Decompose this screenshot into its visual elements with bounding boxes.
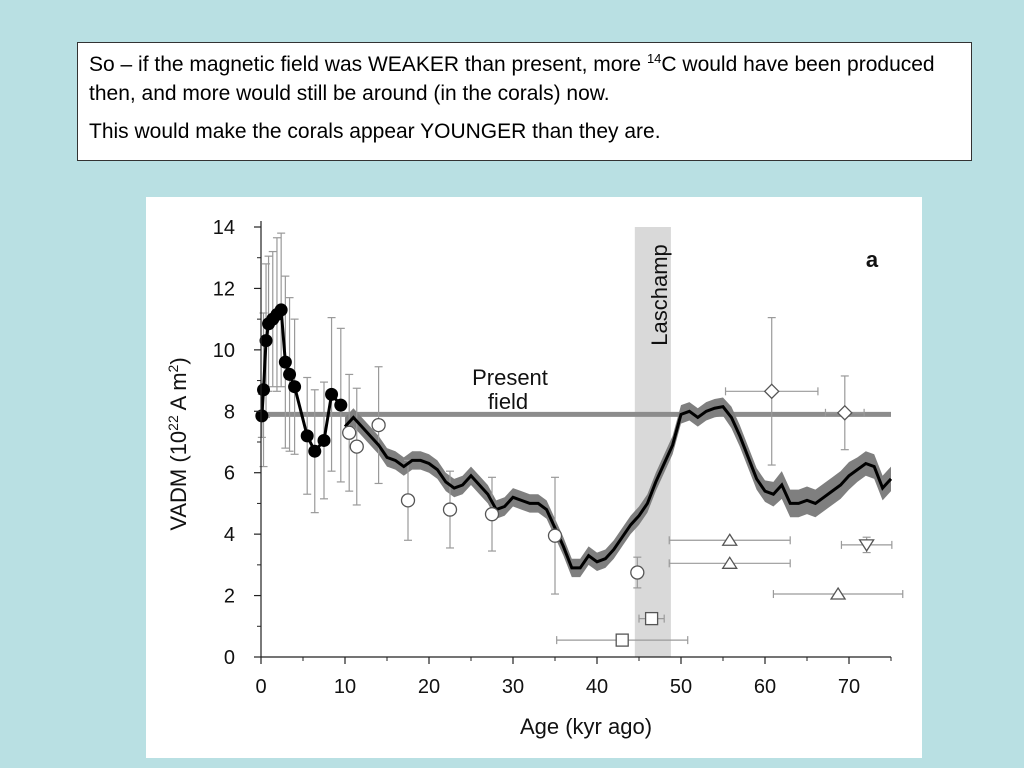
x-tick-label: 50 xyxy=(670,676,692,698)
caption-line-2: This would make the corals appear YOUNGE… xyxy=(89,120,661,143)
y-tick-label: 12 xyxy=(213,278,235,300)
x-tick-label: 20 xyxy=(418,676,440,698)
x-tick-label: 10 xyxy=(334,676,356,698)
y-tick-label: 6 xyxy=(224,463,235,485)
triangle-up-point xyxy=(721,556,738,569)
holocene-point xyxy=(278,355,292,369)
open-diamond-point xyxy=(763,383,780,400)
open-diamond-point xyxy=(836,404,853,421)
open-square-point xyxy=(644,611,659,626)
triangle-up-point xyxy=(721,533,738,546)
y-tick-label: 10 xyxy=(213,340,235,362)
data-points-layer xyxy=(255,303,875,647)
x-axis-title: Age (kyr ago) xyxy=(520,714,652,739)
y-tick-label: 0 xyxy=(224,647,235,669)
y-tick-label: 2 xyxy=(224,586,235,608)
holocene-point xyxy=(325,387,339,401)
present-field-label-line-1: Present xyxy=(472,365,548,390)
vadm-chart-figure: 0 2 4 6 8 10 12 14 0 10 20 30 40 50 60 70 Age (kyr ago)… xyxy=(146,197,922,758)
panel-label: a xyxy=(866,247,879,272)
holocene-point xyxy=(257,383,271,397)
open-circle-point xyxy=(484,507,500,522)
triangle-down-point xyxy=(858,539,875,553)
confidence-band-layer xyxy=(345,397,891,578)
holocene-point xyxy=(259,334,273,348)
holocene-point xyxy=(334,398,348,412)
open-circle-point xyxy=(349,439,364,454)
open-circle-point xyxy=(342,425,357,440)
open-circle-point xyxy=(630,565,645,580)
error-bars-layer xyxy=(257,232,904,645)
y-tick-label: 14 xyxy=(213,217,235,239)
x-tick-label: 60 xyxy=(754,676,776,698)
holocene-point xyxy=(288,380,302,394)
holocene-point xyxy=(274,303,288,317)
axes-layer: 0 2 4 6 8 10 12 14 0 10 20 30 40 50 60 70 xyxy=(213,217,892,698)
holocene-point xyxy=(300,429,314,443)
open-circle-point xyxy=(400,493,416,508)
laschamp-band xyxy=(634,227,671,657)
open-circle-point xyxy=(547,528,563,543)
laschamp-label: Laschamp xyxy=(647,244,672,346)
laschamp-band-layer xyxy=(634,227,671,657)
uncertainty-band xyxy=(345,397,891,578)
composite-vadm-curve xyxy=(343,405,893,570)
caption-box: So – if the magnetic field was WEAKER th… xyxy=(77,42,972,161)
x-tick-label: 30 xyxy=(502,676,524,698)
present-field-label-line-2: field xyxy=(488,389,528,414)
y-tick-label: 4 xyxy=(224,524,235,546)
triangle-up-point xyxy=(829,586,847,600)
superscript-14: 14 xyxy=(646,51,662,66)
holocene-curve xyxy=(260,306,342,454)
x-tick-label: 70 xyxy=(838,676,860,698)
holocene-point xyxy=(317,433,331,447)
y-tick-label: 8 xyxy=(224,401,235,423)
open-circle-point xyxy=(442,502,458,517)
y-axis-title: VADM (1022 A m2) xyxy=(165,357,191,530)
holocene-point xyxy=(255,409,269,423)
vadm-chart: 0 2 4 6 8 10 12 14 0 10 20 30 40 50 60 70 Age (kyr ago)… xyxy=(165,217,904,739)
holocene-point xyxy=(283,367,297,381)
open-square-point xyxy=(615,633,629,647)
open-circle-point xyxy=(371,417,386,433)
caption-line-1: So – if the magnetic field was WEAKER th… xyxy=(89,51,935,105)
x-tick-label: 0 xyxy=(255,676,266,698)
x-tick-label: 40 xyxy=(586,676,608,698)
holocene-point xyxy=(308,444,322,458)
